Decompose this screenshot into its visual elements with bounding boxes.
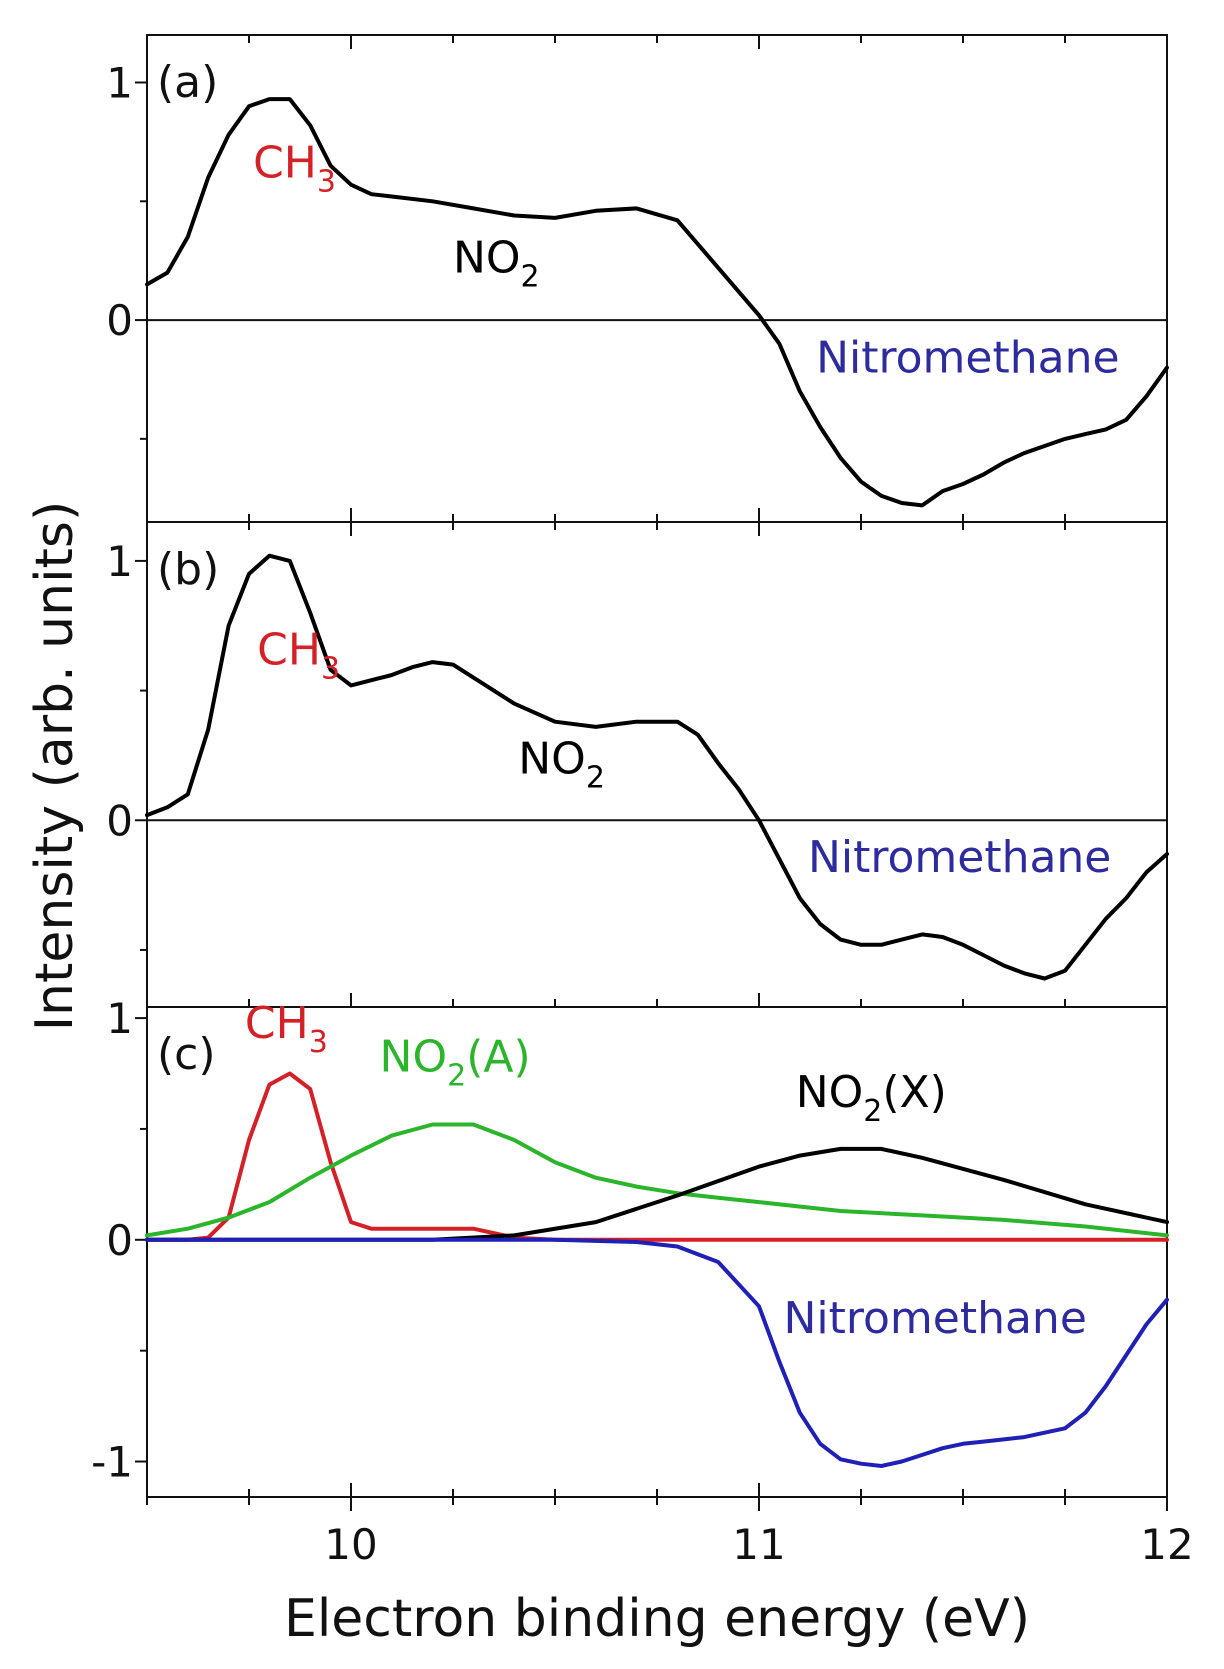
x-tick-label: 10 [324, 1520, 377, 1569]
y-tick-label: 1 [106, 537, 133, 586]
x-tick-label: 12 [1140, 1520, 1193, 1569]
x-tick-label: 11 [732, 1520, 785, 1569]
y-tick-label: -1 [91, 1438, 133, 1487]
annotation-no2a: NO2(A) [380, 1031, 531, 1093]
annotation-no2: NO2 [518, 734, 605, 796]
panel-b: 1 0 (b) CH3 NO2 Nitromethane [106, 521, 1169, 1008]
series-ch3 [145, 1071, 1169, 1242]
y-tick-label: 1 [106, 994, 133, 1043]
x-axis-title: Electron binding energy (eV) [284, 1589, 1030, 1649]
panel-frame [146, 34, 1168, 523]
annotation-ch3: CH3 [257, 625, 340, 687]
panel-label: (b) [157, 544, 219, 595]
panel-label: (c) [157, 1029, 216, 1080]
annotation-no2x: NO2(X) [796, 1067, 947, 1129]
series-no2-a- [145, 1122, 1169, 1238]
annotation-no2: NO2 [453, 233, 540, 295]
annotation-nitromethane: Nitromethane [783, 1293, 1086, 1344]
y-tick-label: 0 [106, 296, 133, 345]
series-difference-spectrum [145, 553, 1169, 981]
series-no2-x- [145, 1146, 1169, 1242]
y-tick-label: 0 [106, 796, 133, 845]
annotation-ch3: CH3 [245, 998, 328, 1060]
annotation-ch3: CH3 [253, 138, 336, 200]
annotation-nitromethane: Nitromethane [808, 832, 1111, 883]
annotation-nitromethane: Nitromethane [816, 332, 1119, 383]
y-axis-title: Intensity (arb. units) [25, 501, 85, 1032]
y-tick-label: 1 [106, 59, 133, 108]
panel-label: (a) [157, 57, 218, 108]
y-tick-label: 0 [106, 1216, 133, 1265]
series-nitromethane [145, 1237, 1169, 1468]
panel-a: 1 0 (a) CH3 NO2 Nitromethane [106, 34, 1169, 523]
series-difference-spectrum [145, 97, 1169, 508]
panel-frame [146, 521, 1168, 1008]
